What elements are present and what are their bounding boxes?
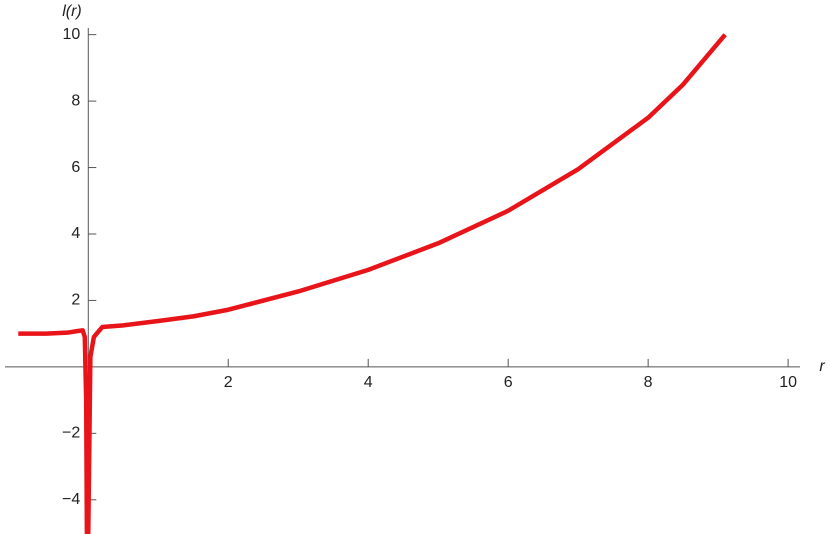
y-tick-label: 2 (71, 292, 80, 309)
x-tick-label: 2 (224, 374, 233, 391)
curve (18, 33, 727, 534)
x-tick-label: 10 (779, 374, 797, 391)
y-tick-label: −4 (62, 491, 80, 508)
y-tick-label: 8 (71, 92, 80, 109)
y-tick-label: 10 (62, 26, 80, 43)
y-tick-label: 4 (71, 225, 80, 242)
y-tick-label: −2 (62, 425, 80, 442)
y-tick-label: 6 (71, 159, 80, 176)
x-tick-label: 8 (644, 374, 653, 391)
y-axis-label: l(r) (62, 3, 82, 20)
x-tick-label: 4 (364, 374, 373, 391)
x-axis-label: r (819, 358, 825, 375)
x-tick-label: 6 (504, 374, 513, 391)
